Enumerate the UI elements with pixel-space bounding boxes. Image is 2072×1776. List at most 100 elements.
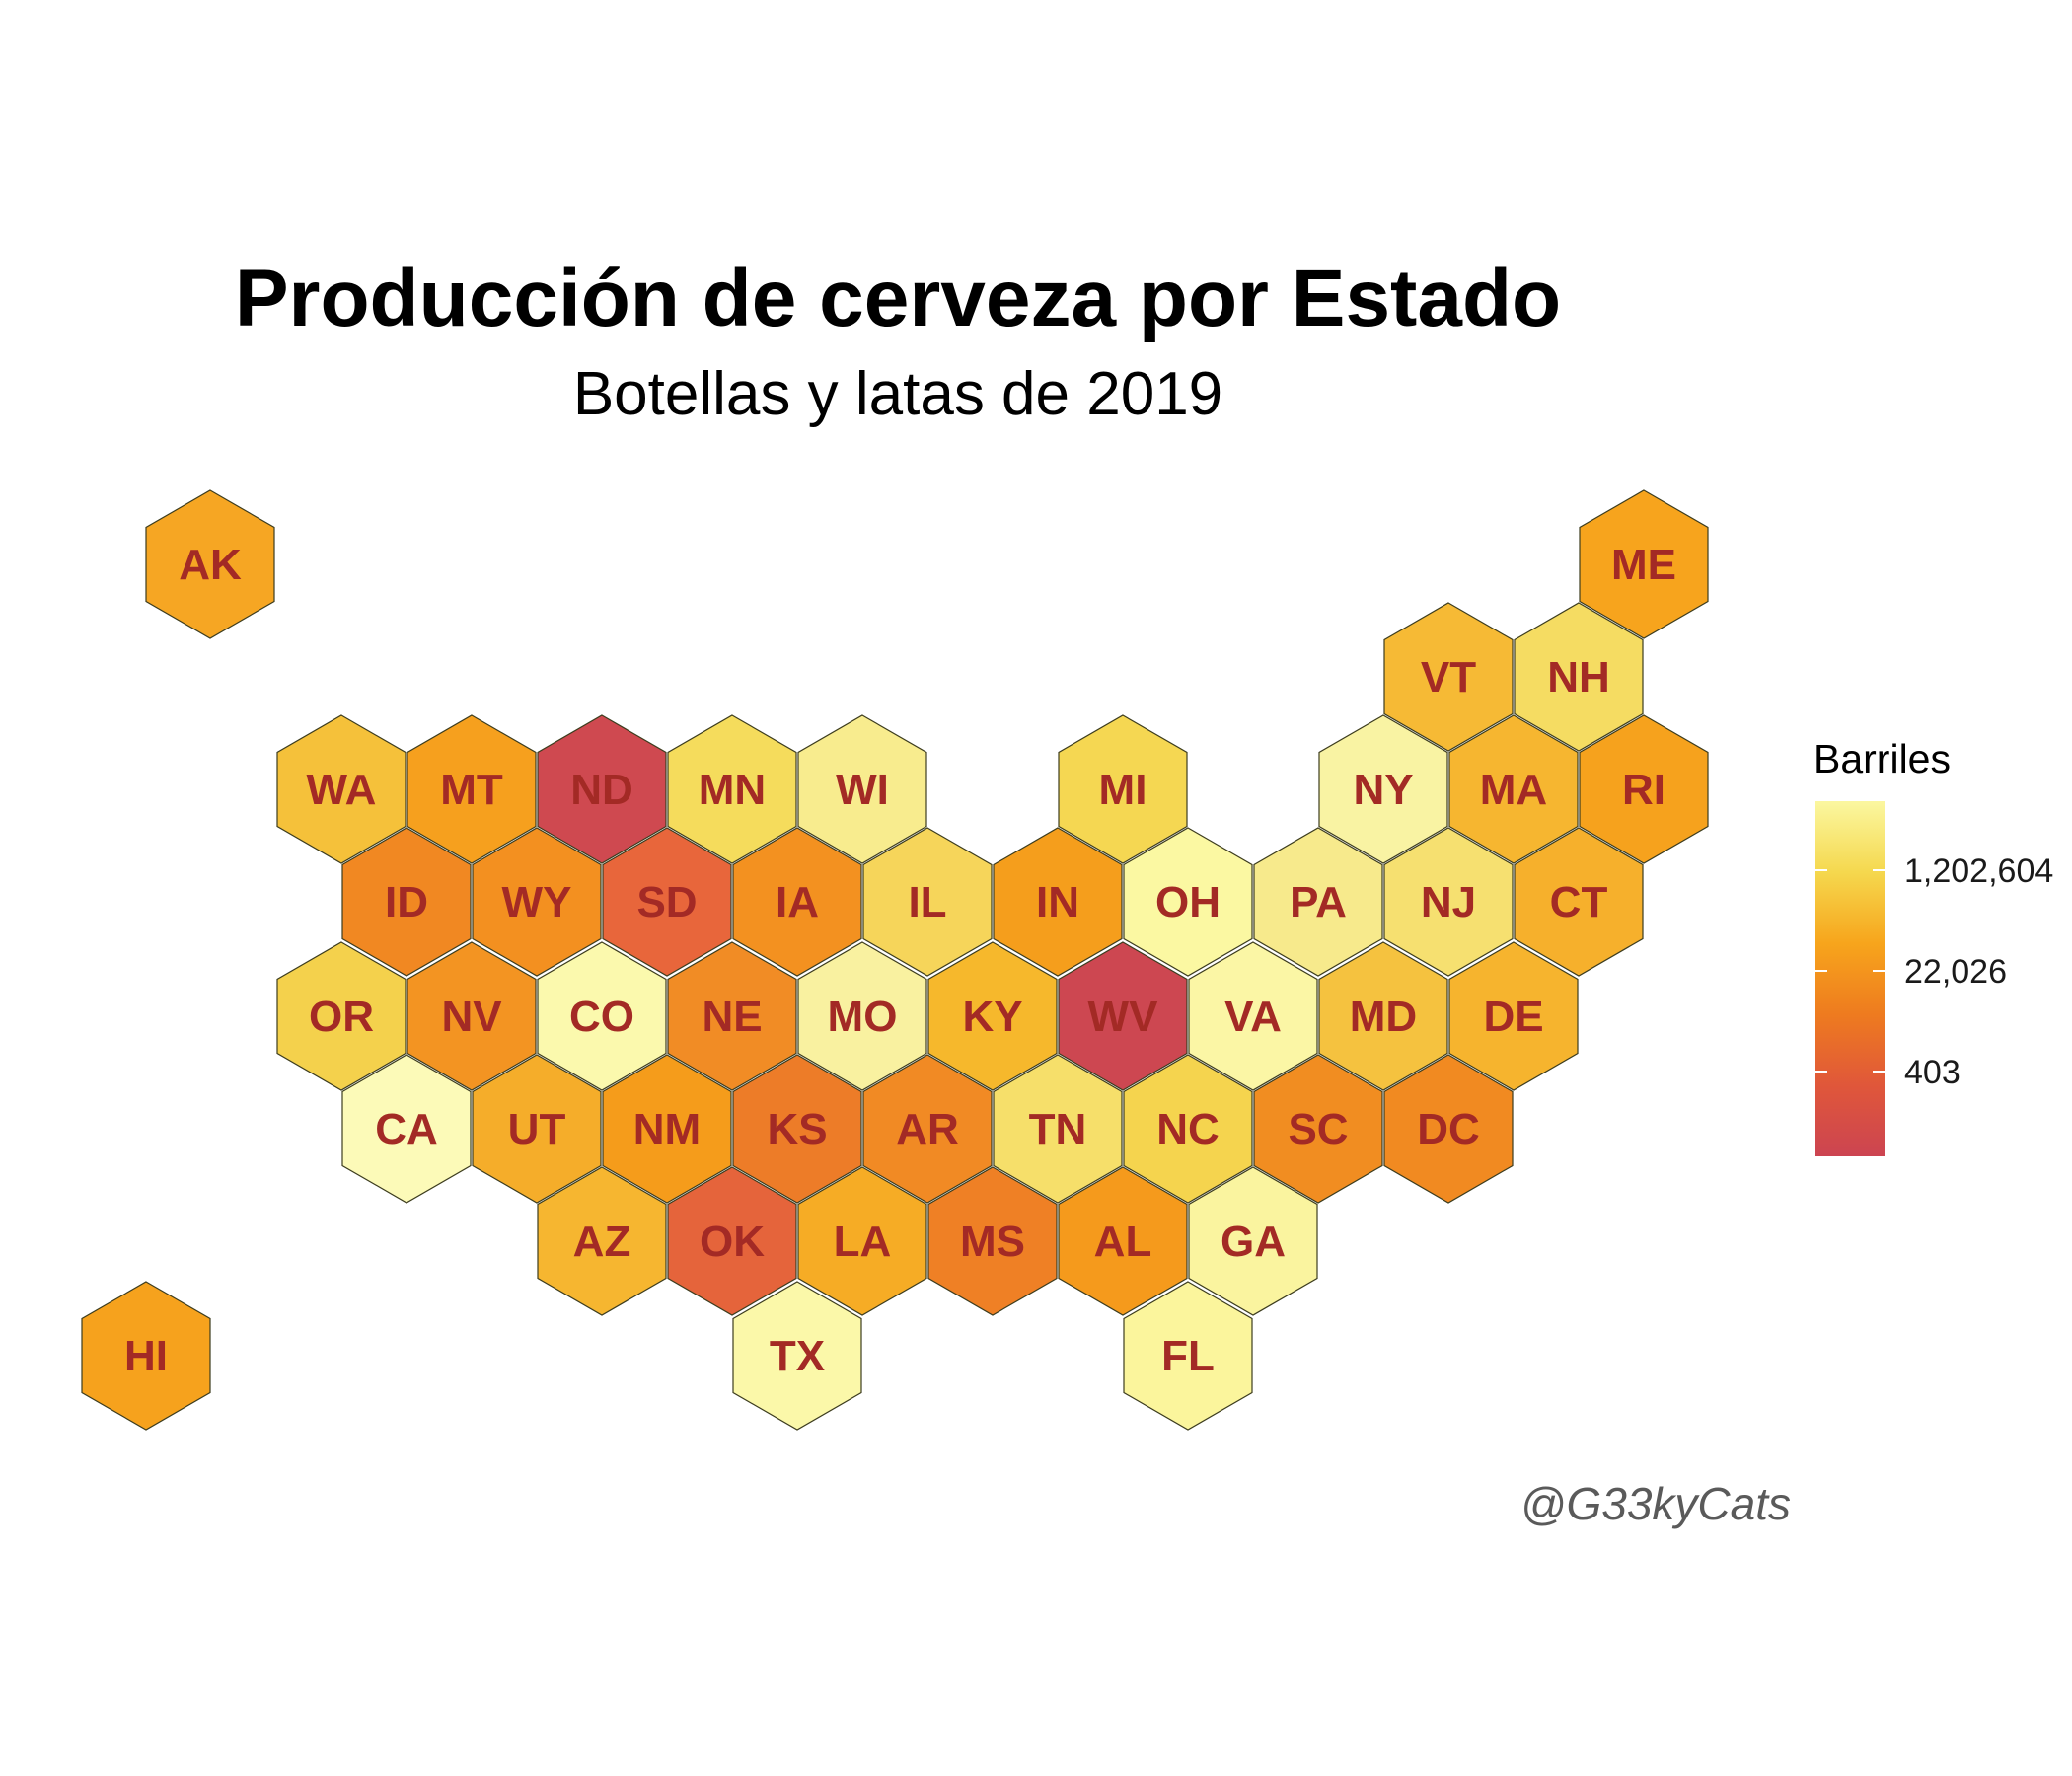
state-label-ia: IA (776, 878, 819, 926)
state-label-mi: MI (1099, 766, 1147, 814)
state-hex-co (537, 941, 667, 1091)
state-hex-id (341, 827, 472, 977)
state-label-nm: NM (633, 1105, 701, 1153)
state-hex-ok (667, 1166, 797, 1316)
state-label-al: AL (1094, 1218, 1152, 1266)
state-label-wi: WI (836, 766, 889, 814)
state-label-il: IL (908, 878, 946, 926)
state-hex-ga (1188, 1166, 1318, 1316)
state-hex-oh (1123, 827, 1253, 977)
state-label-ne: NE (702, 993, 762, 1041)
state-label-dc: DC (1417, 1105, 1480, 1153)
state-label-la: LA (834, 1218, 892, 1266)
state-hex-ca (341, 1054, 472, 1204)
state-hex-mn (667, 714, 797, 864)
state-label-ok: OK (700, 1218, 765, 1266)
state-hex-ky (927, 941, 1058, 1091)
state-hex-hi (81, 1281, 211, 1431)
state-hex-nd (537, 714, 667, 864)
state-hex-ak (145, 489, 275, 639)
state-label-sd: SD (636, 878, 697, 926)
chart-title: Producción de cerveza por Estado (235, 254, 1561, 343)
state-label-in: IN (1036, 878, 1079, 926)
state-label-wy: WY (502, 878, 572, 926)
legend-tick-label: 403 (1904, 1054, 1961, 1091)
state-hex-nc (1123, 1054, 1253, 1204)
state-hex-nv (407, 941, 537, 1091)
state-label-az: AZ (573, 1218, 631, 1266)
state-label-ak: AK (179, 541, 242, 589)
state-hex-ne (667, 941, 797, 1091)
state-label-nj: NJ (1421, 878, 1476, 926)
state-hex-ut (472, 1054, 602, 1204)
state-label-mn: MN (699, 766, 766, 814)
state-label-de: DE (1483, 993, 1543, 1041)
state-label-co: CO (569, 993, 634, 1041)
state-hex-mt (407, 714, 537, 864)
state-label-va: VA (1224, 993, 1282, 1041)
state-label-ct: CT (1550, 878, 1608, 926)
state-hex-wy (472, 827, 602, 977)
state-label-ut: UT (508, 1105, 566, 1153)
state-hex-de (1448, 941, 1579, 1091)
state-hex-vt (1383, 602, 1514, 752)
state-hex-ks (732, 1054, 862, 1204)
state-label-hi: HI (124, 1332, 168, 1380)
state-hex-in (993, 827, 1123, 977)
state-hex-wa (276, 714, 407, 864)
state-label-nv: NV (441, 993, 502, 1041)
state-label-or: OR (309, 993, 374, 1041)
state-label-ar: AR (896, 1105, 959, 1153)
state-label-tx: TX (770, 1332, 825, 1380)
state-hex-sc (1253, 1054, 1383, 1204)
state-hex-mo (797, 941, 927, 1091)
state-label-ca: CA (375, 1105, 438, 1153)
state-hex-wv (1058, 941, 1188, 1091)
state-hex-dc (1383, 1054, 1514, 1204)
legend-title: Barriles (1813, 736, 1951, 781)
legend-colorbar (1815, 801, 1885, 1156)
state-label-tn: TN (1029, 1105, 1087, 1153)
state-label-nh: NH (1547, 653, 1610, 702)
state-hex-pa (1253, 827, 1383, 977)
state-label-ms: MS (960, 1218, 1025, 1266)
state-hex-tx (732, 1281, 862, 1431)
state-hex-mi (1058, 714, 1188, 864)
state-hex-ia (732, 827, 862, 977)
legend-tick-label: 1,202,604 (1904, 852, 2053, 890)
state-hex-al (1058, 1166, 1188, 1316)
state-label-oh: OH (1155, 878, 1221, 926)
state-label-mo: MO (828, 993, 898, 1041)
state-label-ga: GA (1221, 1218, 1286, 1266)
state-label-ny: NY (1353, 766, 1413, 814)
state-hex-nm (602, 1054, 732, 1204)
state-hex-ma (1448, 714, 1579, 864)
state-label-ri: RI (1622, 766, 1665, 814)
state-label-fl: FL (1161, 1332, 1215, 1380)
state-hex-va (1188, 941, 1318, 1091)
state-label-me: ME (1611, 541, 1676, 589)
state-label-ky: KY (962, 993, 1022, 1041)
state-label-ma: MA (1480, 766, 1547, 814)
state-hex-ny (1318, 714, 1448, 864)
state-label-vt: VT (1421, 653, 1476, 702)
state-hex-wi (797, 714, 927, 864)
state-hex-ct (1514, 827, 1644, 977)
state-label-wa: WA (307, 766, 377, 814)
state-label-nc: NC (1156, 1105, 1220, 1153)
caption-handle: @G33kyCats (1520, 1478, 1791, 1529)
chart-subtitle: Botellas y latas de 2019 (573, 360, 1222, 428)
state-label-ks: KS (767, 1105, 827, 1153)
state-label-md: MD (1350, 993, 1417, 1041)
state-hex-me (1579, 489, 1709, 639)
state-hex-md (1318, 941, 1448, 1091)
legend-tick-label: 22,026 (1904, 953, 2007, 991)
legend: Barriles 1,202,604 22,026 403 (1813, 736, 2053, 1156)
state-hex-la (797, 1166, 927, 1316)
state-hex-tn (993, 1054, 1123, 1204)
state-label-mt: MT (440, 766, 503, 814)
state-hex-fl (1123, 1281, 1253, 1431)
state-label-id: ID (385, 878, 428, 926)
state-label-sc: SC (1288, 1105, 1348, 1153)
state-hex-il (862, 827, 993, 977)
